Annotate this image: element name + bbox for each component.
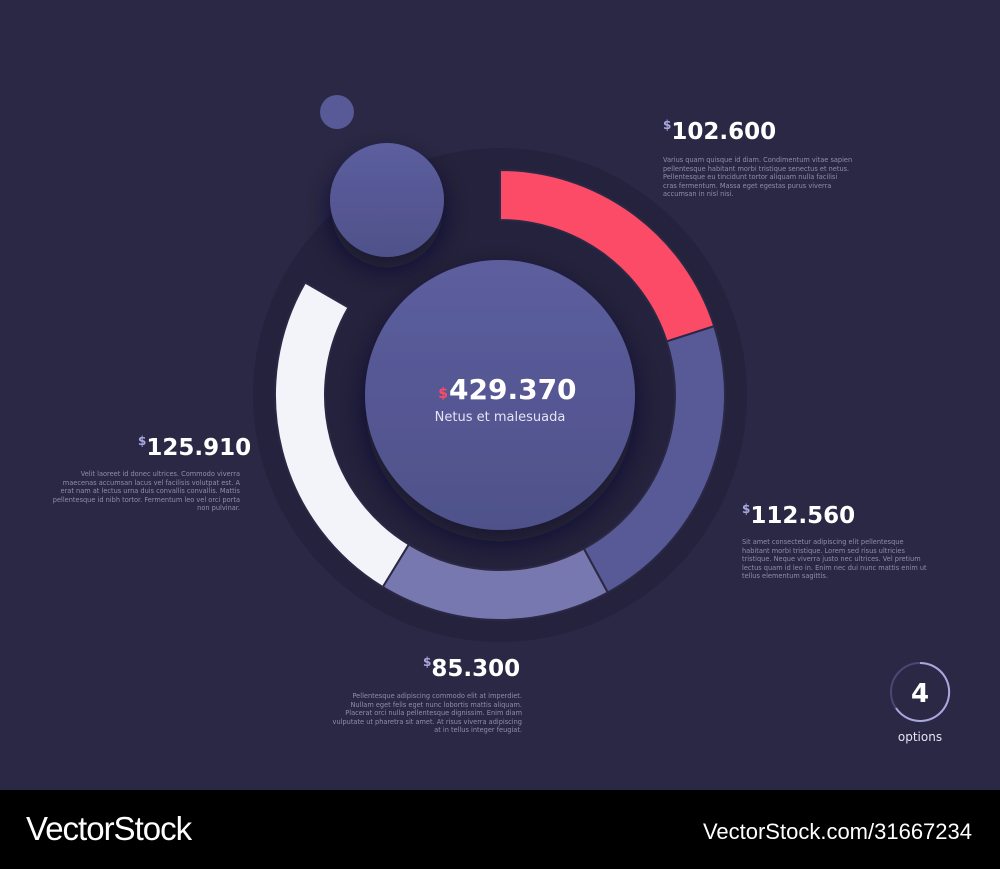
options-arc <box>895 661 951 722</box>
currency: $ <box>423 655 432 669</box>
description: Varius quam quisque id diam. Condimentum… <box>663 156 853 199</box>
description: Pellentesque adipiscing commodo elit at … <box>332 692 522 735</box>
value-label: $125.910 <box>138 434 251 461</box>
description: Sit amet consectetur adipiscing elit pel… <box>742 538 927 581</box>
center-currency: $ <box>438 386 448 402</box>
value: 112.560 <box>750 503 856 529</box>
center-disk <box>365 260 635 530</box>
donut-segment <box>274 281 411 589</box>
description: Velit laoreet id donec ultrices. Commodo… <box>52 470 240 513</box>
center-caption: Netus et malesuada <box>435 410 566 425</box>
currency: $ <box>663 118 672 132</box>
options-count: 4 <box>911 679 929 709</box>
value: 102.600 <box>671 119 777 145</box>
decor-dot <box>320 95 354 129</box>
value: 85.300 <box>431 656 521 682</box>
currency: $ <box>138 434 147 448</box>
chart: $ 429.370 Netus et malesuada 4 options <box>274 95 951 744</box>
value-label: $102.600 <box>663 118 776 145</box>
center-total: 429.370 <box>449 373 577 406</box>
options-label: options <box>898 730 942 744</box>
value: 125.910 <box>146 435 252 461</box>
reference: VectorStock.com/31667234 <box>702 819 972 844</box>
brand: VectorStock <box>26 810 192 847</box>
currency: $ <box>742 502 751 516</box>
value-label: $112.560 <box>742 502 855 529</box>
decor-circle <box>330 143 444 257</box>
value-label: $85.300 <box>423 655 520 682</box>
footer: VectorStock VectorStock.com/31667234 <box>0 790 1000 869</box>
